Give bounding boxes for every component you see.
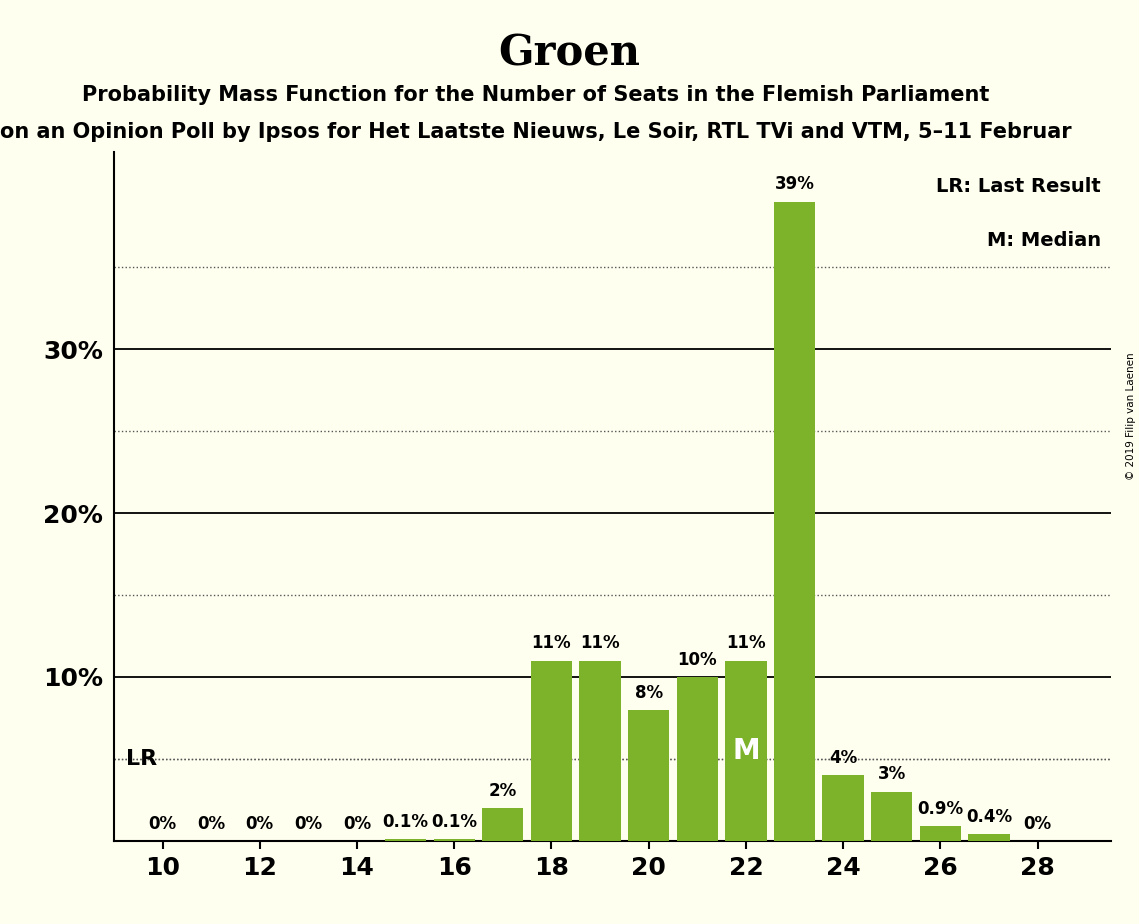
Text: 0%: 0% [343,815,371,833]
Bar [968,834,1009,841]
Text: 2%: 2% [489,782,517,800]
Bar [580,661,621,841]
Text: 8%: 8% [634,684,663,701]
Text: LR: LR [126,748,157,769]
Text: 0%: 0% [148,815,177,833]
Bar [773,201,816,841]
Bar [385,839,426,841]
Bar [434,839,475,841]
Bar [871,792,912,841]
Text: Groen: Groen [499,32,640,74]
Bar [531,661,572,841]
Text: 0%: 0% [197,815,226,833]
Text: 4%: 4% [829,749,858,767]
Text: Probability Mass Function for the Number of Seats in the Flemish Parliament: Probability Mass Function for the Number… [82,85,989,105]
Text: 0.1%: 0.1% [383,813,428,831]
Text: 0%: 0% [294,815,322,833]
Text: on an Opinion Poll by Ipsos for Het Laatste Nieuws, Le Soir, RTL TVi and VTM, 5–: on an Opinion Poll by Ipsos for Het Laat… [0,122,1071,142]
Bar [822,775,863,841]
Text: M: M [732,736,760,765]
Text: 11%: 11% [532,635,572,652]
Text: 0.9%: 0.9% [917,800,964,818]
Bar [482,808,524,841]
Text: © 2019 Filip van Laenen: © 2019 Filip van Laenen [1126,352,1136,480]
Text: 11%: 11% [726,635,765,652]
Text: 0.4%: 0.4% [966,808,1013,826]
Bar [628,710,670,841]
Bar [726,661,767,841]
Text: 11%: 11% [580,635,620,652]
Text: 0%: 0% [1024,815,1051,833]
Text: 10%: 10% [678,650,718,669]
Bar [677,677,718,841]
Text: M: Median: M: Median [986,231,1100,250]
Text: 3%: 3% [878,765,906,784]
Text: 0%: 0% [246,815,273,833]
Text: 0.1%: 0.1% [432,813,477,831]
Text: 39%: 39% [775,176,814,193]
Text: LR: Last Result: LR: Last Result [936,177,1100,196]
Bar [919,826,961,841]
